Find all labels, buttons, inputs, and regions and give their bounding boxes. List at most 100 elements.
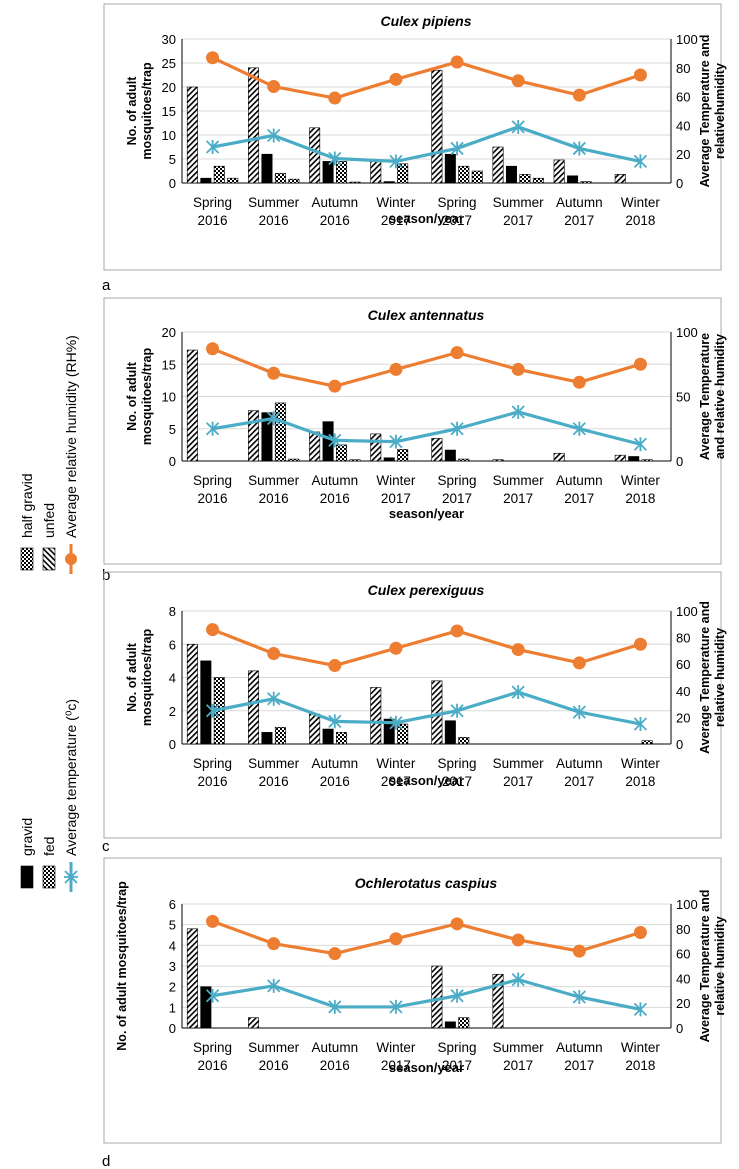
humidity-point: [267, 366, 281, 380]
temperature-point: [572, 705, 586, 720]
humidity-point: [450, 624, 464, 638]
bar-fed: [458, 1017, 470, 1029]
bar-unfed: [309, 431, 321, 462]
humidity-point: [511, 362, 525, 376]
x-tick-label: 2017: [442, 491, 472, 506]
x-tick-label: Winter: [621, 756, 661, 771]
x-tick-label: Autumn: [312, 473, 359, 488]
x-tick-label: 2017: [381, 213, 411, 228]
y2-axis-title-line: and relative humidity: [713, 334, 727, 459]
bar-fed: [458, 458, 470, 462]
legend-entry: Average relative humidity (RH%): [63, 335, 79, 574]
chart-frame: [103, 3, 722, 271]
temperature-point: [389, 434, 403, 449]
bar-fed: [274, 402, 286, 462]
temperature-point: [450, 421, 464, 436]
x-tick-label: Winter: [621, 195, 661, 210]
temperature-point: [633, 717, 648, 732]
temperature-point: [328, 999, 342, 1014]
y2-tick-label: 0: [676, 176, 683, 191]
temperature-point: [267, 978, 281, 993]
x-tick-label: 2017: [564, 1058, 594, 1073]
x-tick-label: 2017: [503, 774, 533, 789]
x-tick-label: Spring: [193, 195, 232, 210]
y-axis-title-line: mosquitoes/trap: [140, 62, 154, 160]
humidity-point: [450, 346, 464, 360]
x-tick-label: 2017: [564, 491, 594, 506]
x-tick-label: Spring: [438, 473, 477, 488]
bar-unfed: [553, 159, 565, 184]
bar-gravid: [261, 412, 273, 462]
x-tick-label: 2017: [442, 213, 472, 228]
legend-label: half gravid: [19, 473, 35, 538]
y-axis-title-line: No. of adult mosquitoes/trap: [115, 881, 129, 1051]
humidity-point: [633, 926, 647, 940]
x-tick-label: Summer: [248, 1040, 300, 1055]
y-tick-label: 25: [162, 56, 176, 71]
y2-tick-label: 100: [676, 325, 698, 340]
x-tick-label: Winter: [376, 473, 416, 488]
humidity-point: [328, 947, 342, 961]
x-tick-label: 2016: [320, 213, 350, 228]
y-axis-title: No. of adultmosquitoes/trap: [125, 629, 154, 727]
bar-unfed: [309, 127, 321, 184]
bar-gravid: [444, 449, 456, 462]
legend-entry: unfed: [41, 503, 57, 571]
y2-axis-title-line: Average Temperature: [698, 333, 712, 460]
bar-gravid: [444, 1021, 456, 1029]
bar-fed: [397, 449, 409, 462]
temperature-point: [328, 433, 342, 448]
humidity-point: [206, 623, 220, 637]
bar-unfed: [431, 965, 443, 1029]
y-tick-label: 4: [169, 938, 176, 953]
y2-axis-title-line: relative humidity: [713, 628, 727, 727]
x-tick-label: Spring: [193, 473, 232, 488]
y-tick-label: 0: [169, 176, 176, 191]
y2-tick-label: 40: [676, 971, 690, 986]
legend-entry: gravid: [19, 818, 35, 889]
humidity-point: [328, 379, 342, 393]
bar-fed: [641, 459, 653, 462]
bar-unfed: [614, 174, 626, 184]
x-tick-label: Winter: [376, 756, 416, 771]
bar-half-gravid: [471, 170, 483, 184]
humidity-point: [206, 51, 220, 65]
humidity-point: [511, 643, 525, 657]
y2-tick-label: 50: [676, 390, 690, 405]
temperature-point: [572, 141, 586, 156]
y-axis-title-line: mosquitoes/trap: [140, 629, 154, 727]
bar-unfed: [492, 973, 504, 1029]
chart-frame: [103, 571, 722, 839]
x-tick-label: 2016: [198, 1058, 228, 1073]
legend-entry: fed: [41, 837, 57, 889]
x-tick-label: 2017: [503, 1058, 533, 1073]
y-tick-label: 30: [162, 32, 176, 47]
y-tick-label: 8: [169, 604, 176, 619]
legend-group-right: half gravid unfed Average relative humidit…: [19, 335, 79, 574]
bar-fed: [458, 165, 470, 184]
humidity-point: [572, 88, 586, 102]
x-tick-label: Summer: [493, 473, 545, 488]
bar-unfed: [309, 713, 321, 745]
x-tick-label: 2017: [503, 491, 533, 506]
bar-unfed: [431, 438, 443, 462]
temperature-point: [511, 119, 525, 134]
bar-unfed: [186, 928, 198, 1029]
y2-tick-label: 80: [676, 631, 690, 646]
temperature-line: [212, 690, 641, 726]
x-tick-label: 2018: [625, 491, 655, 506]
temperature-point: [633, 154, 648, 169]
x-tick-label: 2016: [198, 491, 228, 506]
temperature-point: [267, 691, 281, 706]
temperature-point: [450, 703, 464, 718]
bar-unfed: [492, 459, 504, 462]
legend-marker-circle: [65, 553, 77, 565]
humidity-point: [389, 362, 403, 376]
temperature-point: [389, 715, 403, 730]
x-tick-label: 2016: [320, 774, 350, 789]
x-tick-label: Autumn: [556, 195, 603, 210]
humidity-point: [389, 932, 403, 946]
temperature-point: [450, 988, 464, 1003]
legend-label: fed: [41, 837, 57, 856]
y2-axis-title: Average Temperature andrelative humidity: [698, 601, 727, 754]
